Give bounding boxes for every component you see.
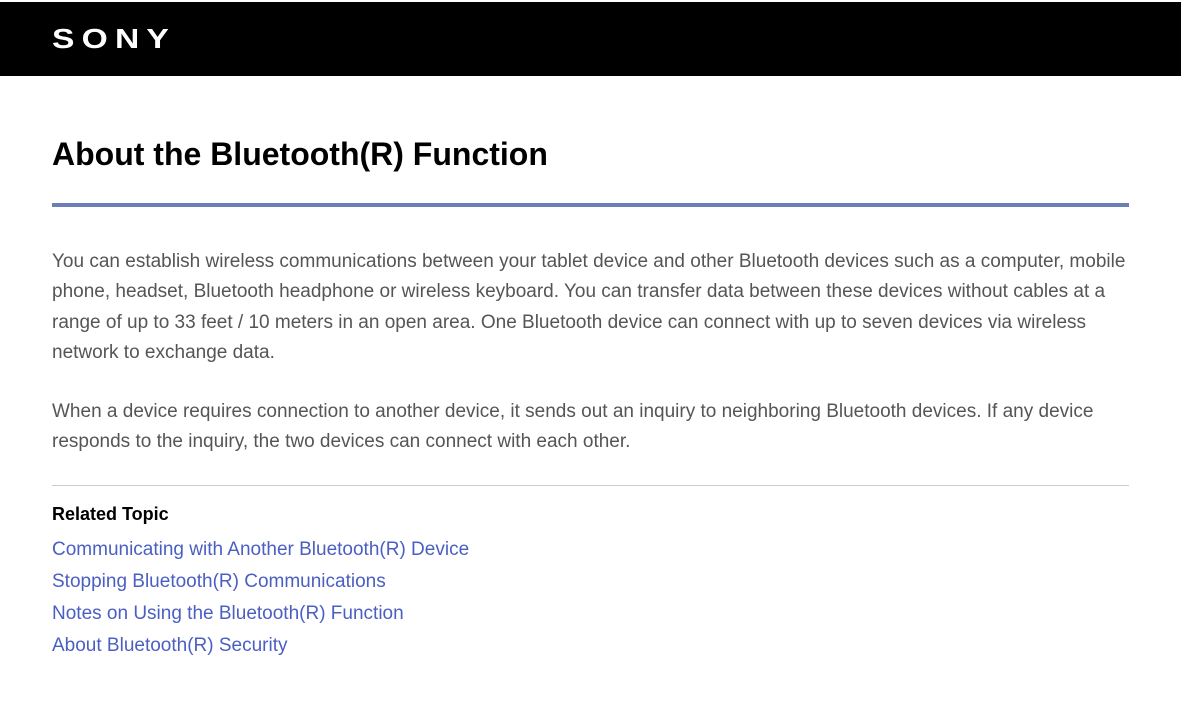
title-divider: [52, 203, 1129, 207]
related-topic-heading: Related Topic: [52, 504, 1129, 525]
related-link-security[interactable]: About Bluetooth(R) Security: [52, 635, 1129, 657]
related-link-stopping[interactable]: Stopping Bluetooth(R) Communications: [52, 571, 1129, 593]
body-paragraph-2: When a device requires connection to ano…: [52, 397, 1129, 458]
related-link-communicating[interactable]: Communicating with Another Bluetooth(R) …: [52, 539, 1129, 561]
page-title: About the Bluetooth(R) Function: [52, 136, 1129, 173]
related-link-notes[interactable]: Notes on Using the Bluetooth(R) Function: [52, 603, 1129, 625]
section-divider: [52, 485, 1129, 486]
body-paragraph-1: You can establish wireless communication…: [52, 247, 1129, 369]
brand-logo[interactable]: SONY: [52, 23, 176, 55]
site-header: SONY: [0, 2, 1181, 76]
main-content: About the Bluetooth(R) Function You can …: [0, 76, 1181, 697]
